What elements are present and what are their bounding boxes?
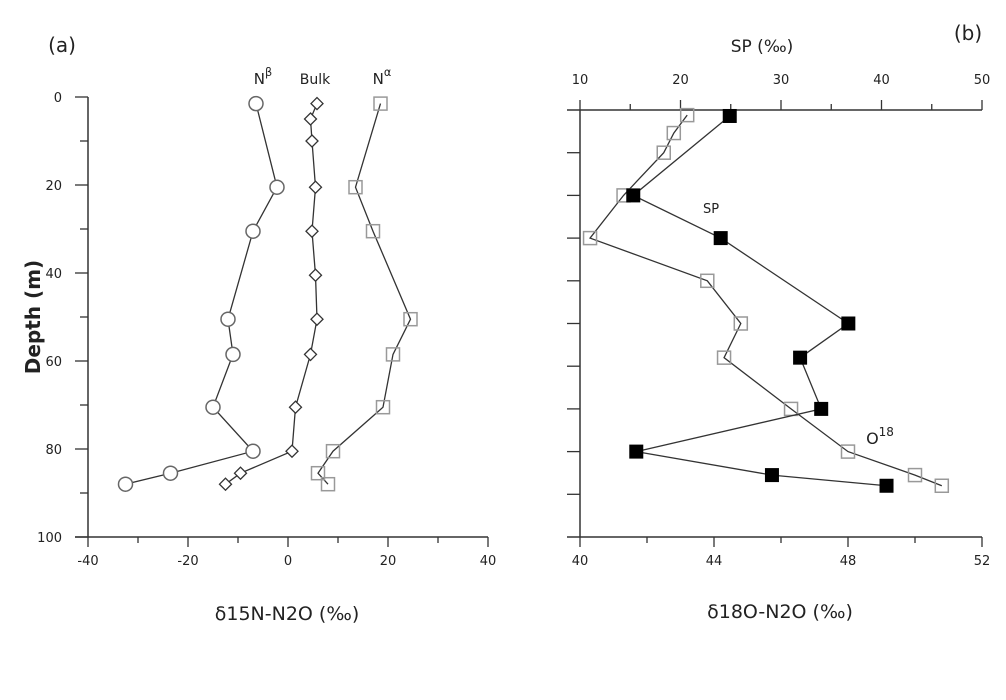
data-point: [403, 311, 418, 327]
data-point: [308, 180, 323, 195]
data-point: [325, 443, 341, 459]
x-tick-label-a: 20: [380, 554, 397, 569]
data-point: [365, 223, 381, 239]
top-x-tick-label-b: 20: [672, 73, 689, 88]
data-point: [907, 467, 923, 483]
y-tick-label-a: 100: [37, 531, 62, 546]
top-x-tick-label-b: 50: [974, 73, 991, 88]
data-point: [303, 112, 318, 126]
data-point: [793, 350, 808, 365]
panel-label-b: (b): [954, 21, 982, 45]
data-point: [934, 478, 950, 494]
x-tick-label-a: -40: [77, 554, 98, 569]
series-line-SP: [632, 115, 887, 487]
annotation-18o: O18: [866, 425, 894, 448]
data-point: [879, 478, 894, 493]
annotation-sp: SP: [703, 202, 719, 217]
series-line-0: [125, 103, 278, 485]
data-point: [582, 230, 598, 246]
data-point: [308, 268, 323, 283]
data-point: [722, 108, 737, 123]
top-x-tick-label-b: 10: [572, 73, 589, 88]
x-tick-label-a: -20: [177, 554, 198, 569]
legend-n-beta: Nβ: [254, 66, 272, 88]
data-point: [233, 466, 248, 481]
data-point: [245, 223, 261, 239]
data-point: [320, 476, 336, 492]
data-point: [310, 96, 324, 111]
data-point: [373, 96, 388, 111]
top-x-tick-label-b: 30: [773, 73, 790, 88]
data-point: [666, 125, 682, 141]
data-point: [629, 444, 644, 459]
series-line-2: [317, 103, 412, 485]
data-point: [225, 346, 241, 363]
y-tick-label-a: 0: [54, 91, 62, 106]
top-x-tick-label-b: 40: [873, 73, 890, 88]
top-x-axis-label-b: SP (‰): [731, 37, 794, 57]
data-point: [303, 347, 318, 362]
data-point: [840, 444, 856, 459]
x-tick-label-b: 52: [974, 554, 991, 569]
y-tick-label-a: 20: [45, 179, 62, 194]
data-point: [626, 188, 641, 203]
data-point: [348, 179, 363, 195]
data-point: [218, 477, 233, 492]
data-point: [162, 465, 179, 481]
data-point: [656, 145, 671, 160]
panel-label-a: (a): [48, 33, 76, 57]
data-point: [285, 444, 299, 459]
data-point: [375, 399, 391, 415]
data-point: [713, 231, 728, 246]
x-axis-label-a: δ15N-N2O (‰): [215, 603, 360, 625]
data-point: [305, 134, 319, 148]
x-tick-label-b: 44: [706, 554, 723, 569]
y-tick-label-a: 40: [45, 267, 62, 282]
data-point: [733, 316, 749, 331]
data-point: [679, 107, 695, 123]
data-point: [248, 95, 264, 112]
data-point: [205, 399, 221, 415]
data-point: [716, 350, 732, 365]
x-axis-label-b: δ18O-N2O (‰): [707, 601, 853, 623]
data-point: [841, 316, 856, 331]
data-point: [245, 443, 261, 459]
data-point: [385, 347, 401, 362]
y-tick-label-a: 80: [45, 443, 62, 458]
data-point: [310, 465, 326, 481]
data-point: [700, 273, 715, 289]
data-point: [269, 179, 285, 195]
data-point: [310, 312, 324, 327]
data-point: [764, 468, 779, 483]
data-point: [305, 224, 319, 239]
series-line-1: [225, 103, 318, 485]
x-tick-label-b: 48: [840, 554, 857, 569]
data-point: [117, 476, 134, 492]
y-tick-label-a: 60: [45, 355, 62, 370]
data-point: [220, 311, 236, 327]
data-point: [814, 401, 829, 416]
x-tick-label-a: 40: [480, 554, 497, 569]
data-point: [288, 400, 303, 415]
legend-bulk: Bulk: [300, 72, 331, 88]
series-line-18O: [588, 114, 943, 487]
x-tick-label-a: 0: [284, 554, 292, 569]
x-tick-label-b: 40: [572, 554, 589, 569]
y-axis-label-a: Depth (m): [21, 260, 45, 374]
legend-n-alpha: Nα: [373, 66, 392, 88]
